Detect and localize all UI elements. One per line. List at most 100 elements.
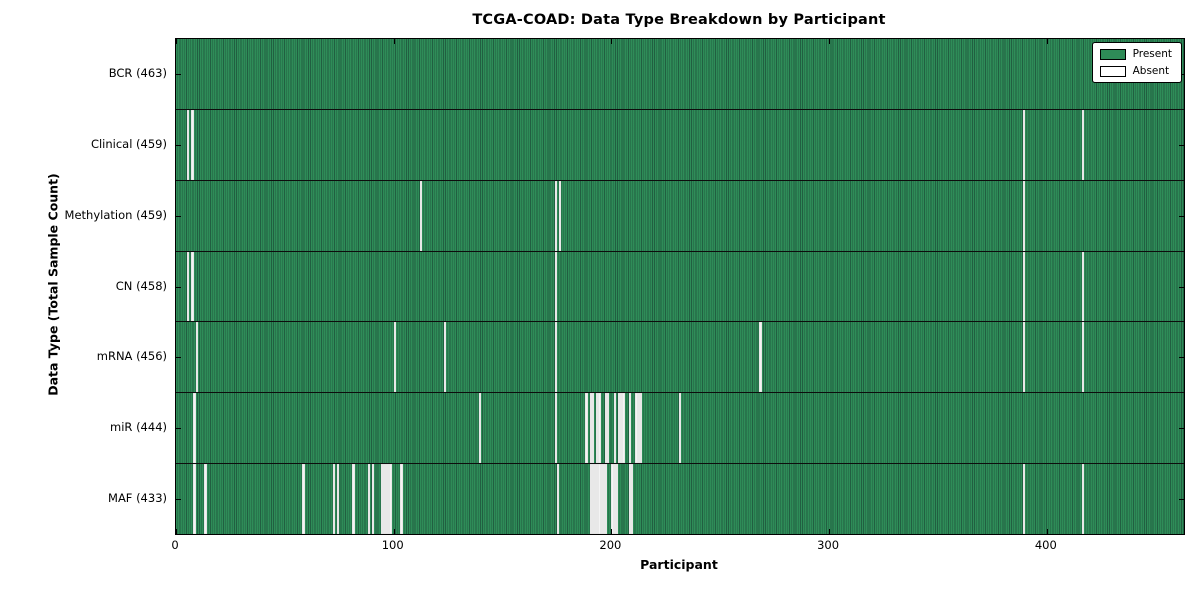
tick-mark	[829, 39, 831, 44]
absent-cell	[591, 393, 595, 464]
absent-cell	[604, 464, 608, 535]
absent-cell	[613, 464, 616, 535]
tick-mark	[176, 357, 181, 359]
absent-cell	[1081, 464, 1084, 535]
absent-cell	[191, 109, 194, 180]
tick-mark	[176, 286, 181, 288]
absent-cell	[1022, 251, 1026, 322]
absent-cell	[589, 393, 592, 464]
absent-cell	[594, 464, 597, 535]
absent-cell	[554, 251, 558, 322]
absent-cell	[556, 464, 560, 535]
absent-cell	[635, 393, 638, 464]
absent-cell	[400, 464, 403, 535]
x-tick-label: 400	[1034, 538, 1057, 552]
x-axis-label: Participant	[640, 557, 718, 572]
x-tick-label: 200	[599, 538, 622, 552]
heatmap-row-mRNA	[176, 322, 1184, 394]
absent-cell	[382, 464, 386, 535]
absent-cell	[678, 393, 682, 464]
absent-cell	[598, 393, 601, 464]
absent-cell	[598, 464, 601, 535]
absent-cell	[637, 393, 640, 464]
absent-cell	[419, 180, 423, 251]
tick-mark	[393, 529, 395, 534]
tick-mark	[1179, 145, 1184, 147]
x-tick-label: 300	[817, 538, 840, 552]
heatmap-row-BCR	[176, 39, 1184, 110]
x-tick-label: 100	[381, 538, 404, 552]
legend-entry-absent: Absent	[1099, 65, 1172, 77]
absent-cell	[195, 322, 198, 393]
absent-cell	[193, 393, 196, 464]
absent-cell	[615, 464, 619, 535]
tick-mark	[176, 215, 181, 217]
absent-cell	[1022, 180, 1026, 251]
y-tick-label-MAF: MAF (433)	[108, 490, 167, 505]
y-tick-label-BCR: BCR (463)	[108, 66, 167, 81]
tick-mark	[611, 529, 613, 534]
absent-cell	[478, 393, 481, 464]
absent-cell	[1022, 322, 1026, 393]
legend-swatch-present	[1099, 48, 1126, 60]
x-tick-label: 0	[171, 538, 179, 552]
absent-cell	[387, 464, 390, 535]
legend-entry-present: Present	[1099, 48, 1172, 60]
absent-cell	[604, 393, 608, 464]
tick-mark	[393, 39, 395, 44]
absent-cell	[332, 464, 336, 535]
heatmap-row-Methylation	[176, 180, 1184, 252]
tick-mark	[1046, 529, 1048, 534]
absent-cell	[337, 464, 340, 535]
tick-mark	[1179, 427, 1184, 429]
legend: Present Absent	[1091, 42, 1182, 83]
absent-cell	[443, 322, 447, 393]
heatmap-rows	[176, 39, 1184, 535]
y-tick-label-Clinical: Clinical (459)	[90, 137, 167, 152]
absent-cell	[602, 464, 605, 535]
heatmap-row-CN	[176, 251, 1184, 323]
absent-cell	[385, 464, 388, 535]
absent-cell	[1081, 322, 1084, 393]
absent-cell	[628, 464, 632, 535]
tick-mark	[1179, 286, 1184, 288]
absent-cell	[585, 393, 588, 464]
absent-cell	[617, 393, 621, 464]
absent-cell	[367, 464, 370, 535]
tick-mark	[1179, 215, 1184, 217]
absent-cell	[186, 251, 190, 322]
absent-cell	[1022, 109, 1026, 180]
absent-cell	[620, 393, 623, 464]
absent-cell	[371, 464, 375, 535]
absent-cell	[393, 322, 396, 393]
tick-mark	[829, 529, 831, 534]
tick-mark	[1046, 39, 1048, 44]
absent-cell	[302, 464, 305, 535]
heatmap-row-MAF	[176, 464, 1184, 535]
absent-cell	[607, 393, 610, 464]
y-tick-label-Methylation: Methylation (459)	[64, 207, 167, 222]
absent-cell	[1081, 251, 1084, 322]
absent-cell	[193, 464, 196, 535]
absent-cell	[186, 109, 190, 180]
tick-mark	[176, 39, 177, 44]
tick-mark	[176, 74, 181, 76]
tick-mark	[1179, 357, 1184, 359]
absent-cell	[554, 393, 558, 464]
absent-cell	[589, 464, 592, 535]
absent-cell	[628, 393, 632, 464]
absent-cell	[639, 393, 643, 464]
absent-cell	[600, 464, 603, 535]
absent-cell	[191, 251, 194, 322]
legend-swatch-absent	[1099, 65, 1126, 77]
legend-label-absent: Absent	[1132, 65, 1170, 77]
absent-cell	[1081, 109, 1084, 180]
tick-mark	[176, 498, 181, 500]
tick-mark	[611, 39, 613, 44]
absent-cell	[554, 322, 558, 393]
absent-cell	[596, 393, 599, 464]
tick-mark	[1179, 498, 1184, 500]
absent-cell	[759, 322, 762, 393]
absent-cell	[352, 464, 355, 535]
